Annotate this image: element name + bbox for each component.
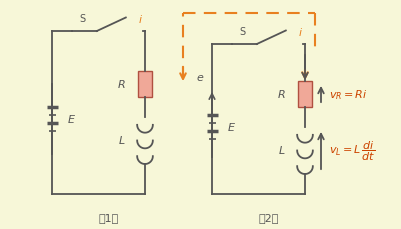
Text: （2）: （2） (258, 212, 279, 222)
Text: R: R (117, 80, 125, 90)
Text: $v_L = L\,\dfrac{di}{dt}$: $v_L = L\,\dfrac{di}{dt}$ (329, 139, 376, 163)
Text: E: E (68, 114, 75, 124)
Text: S: S (79, 14, 85, 24)
Text: i: i (298, 28, 302, 38)
Text: E: E (228, 123, 235, 132)
Text: R: R (277, 90, 285, 100)
Bar (298, 82, 312, 108)
Text: （1）: （1） (98, 212, 119, 222)
Bar (138, 72, 152, 98)
Text: i: i (138, 15, 142, 25)
Text: e: e (196, 73, 203, 83)
Text: L: L (279, 146, 285, 156)
Text: S: S (239, 27, 245, 37)
Text: L: L (119, 136, 125, 146)
Text: $v_R = Ri$: $v_R = Ri$ (329, 88, 368, 101)
